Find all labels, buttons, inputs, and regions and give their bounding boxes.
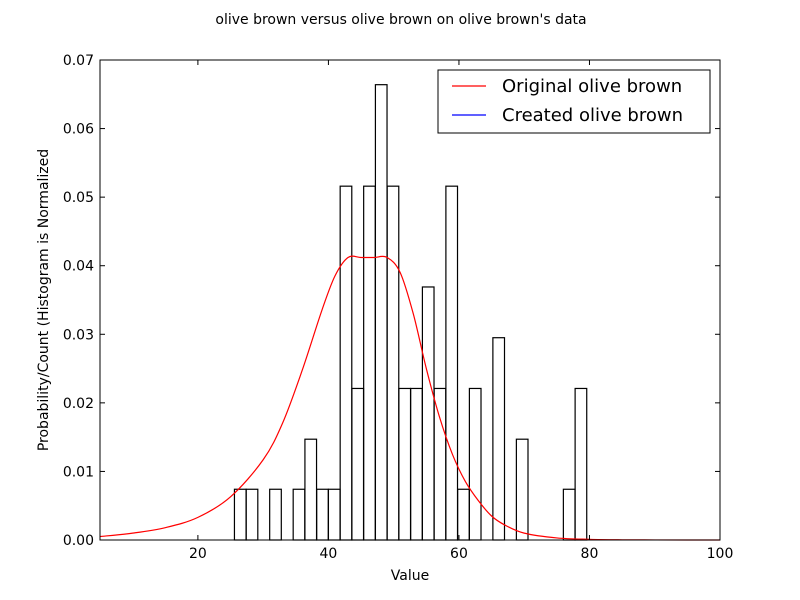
histogram-bar bbox=[445, 185, 459, 541]
x-tick-label: 100 bbox=[707, 546, 734, 562]
series-lines bbox=[99, 255, 721, 541]
y-axis: 0.00 0.01 0.02 0.03 0.04 0.05 0.06 0.07 bbox=[63, 53, 720, 549]
y-axis-label: Probability/Count (Histogram is Normaliz… bbox=[36, 149, 52, 451]
histogram-bar bbox=[316, 488, 329, 541]
y-tick-label: 0.00 bbox=[63, 533, 94, 549]
histogram-bar bbox=[421, 286, 435, 541]
y-tick-label: 0.06 bbox=[63, 122, 94, 138]
histogram-bar bbox=[327, 488, 341, 541]
histogram-bar bbox=[245, 488, 259, 541]
histogram-bar bbox=[457, 488, 470, 541]
y-tick-label: 0.02 bbox=[63, 396, 94, 412]
histogram-bar bbox=[468, 387, 482, 541]
histogram-bar bbox=[515, 438, 529, 541]
histogram-bar bbox=[269, 488, 282, 541]
histogram-bar bbox=[433, 387, 447, 541]
legend-entry: Original olive brown bbox=[502, 76, 682, 97]
histogram-bar bbox=[292, 488, 306, 541]
histogram-bar bbox=[233, 488, 247, 541]
x-axis-label: Value bbox=[391, 568, 429, 584]
histogram-bar bbox=[398, 387, 412, 541]
histogram-bar bbox=[562, 488, 576, 541]
histogram-bar bbox=[363, 185, 376, 541]
y-tick-label: 0.04 bbox=[63, 259, 94, 275]
histogram-bar bbox=[339, 185, 353, 541]
histogram-bar bbox=[386, 185, 400, 541]
histogram-bar bbox=[374, 84, 388, 541]
histogram bbox=[233, 84, 588, 541]
y-tick-label: 0.01 bbox=[63, 464, 94, 480]
x-axis: 20 40 60 80 100 bbox=[189, 60, 733, 562]
x-tick-label: 20 bbox=[189, 546, 207, 562]
chart-title: olive brown versus olive brown on olive … bbox=[215, 12, 586, 28]
series-line bbox=[99, 255, 721, 541]
legend-box bbox=[437, 69, 711, 134]
x-tick-label: 80 bbox=[581, 546, 599, 562]
histogram-bar bbox=[492, 337, 506, 541]
y-tick-label: 0.03 bbox=[63, 327, 94, 343]
x-tick-label: 40 bbox=[320, 546, 338, 562]
y-tick-label: 0.05 bbox=[63, 190, 94, 206]
x-tick-label: 60 bbox=[450, 546, 468, 562]
y-tick-label: 0.07 bbox=[63, 53, 94, 69]
legend-entry: Created olive brown bbox=[502, 105, 683, 126]
histogram-bar bbox=[574, 387, 588, 541]
plot-frame bbox=[99, 59, 721, 541]
histogram-bar bbox=[304, 438, 318, 541]
histogram-bar bbox=[351, 387, 365, 541]
legend: Original olive brown Created olive brown bbox=[437, 69, 711, 134]
histogram-bar bbox=[410, 387, 423, 541]
